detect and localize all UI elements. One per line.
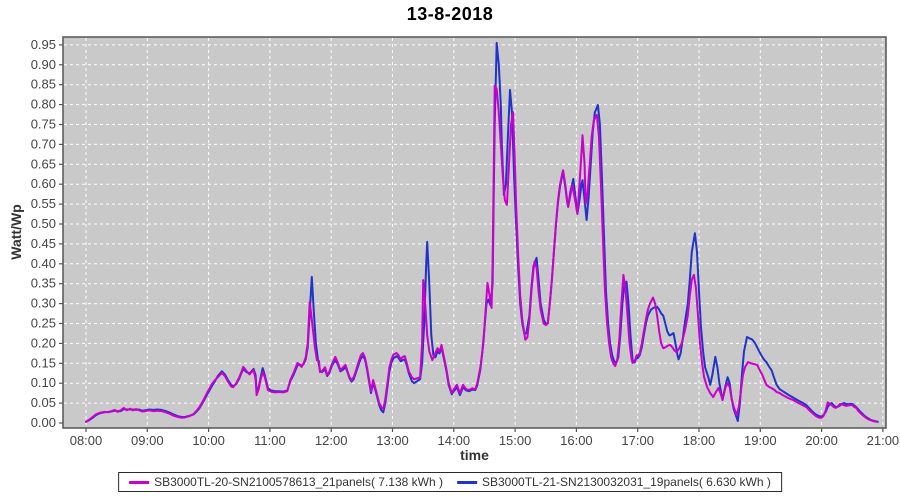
y-tick-label: 0.35 bbox=[31, 276, 56, 291]
y-tick-label: 0.50 bbox=[31, 216, 56, 231]
x-tick-label: 16:00 bbox=[560, 433, 593, 448]
y-tick-label: 0.95 bbox=[31, 37, 56, 52]
plot-background bbox=[62, 36, 887, 429]
x-tick-label: 10:00 bbox=[192, 433, 225, 448]
y-tick-label: 0.30 bbox=[31, 296, 56, 311]
x-tick-label: 08:00 bbox=[70, 433, 103, 448]
y-tick-label: 0.00 bbox=[31, 415, 56, 430]
x-tick-label: 12:00 bbox=[315, 433, 348, 448]
y-tick-label: 0.70 bbox=[31, 136, 56, 151]
y-tick-label: 0.10 bbox=[31, 375, 56, 390]
x-tick-label: 11:00 bbox=[254, 433, 286, 448]
y-tick-label: 0.15 bbox=[31, 355, 56, 370]
y-tick-label: 0.55 bbox=[31, 196, 56, 211]
y-tick-label: 0.85 bbox=[31, 77, 56, 92]
x-tick-label: 14:00 bbox=[438, 433, 471, 448]
x-tick-label: 20:00 bbox=[805, 433, 838, 448]
x-axis-title: time bbox=[460, 447, 489, 463]
series-line bbox=[85, 84, 878, 423]
y-tick-label: 0.75 bbox=[31, 117, 56, 132]
legend-line-swatch-blue bbox=[457, 480, 477, 484]
x-tick-label: 18:00 bbox=[683, 433, 716, 448]
y-tick-label: 0.05 bbox=[31, 395, 56, 410]
legend-item-series-20: SB3000TL-20-SN2100578613_21panels( 7.138… bbox=[129, 475, 443, 489]
y-tick-label: 0.90 bbox=[31, 57, 56, 72]
legend-line-swatch-magenta bbox=[129, 480, 150, 484]
y-tick-label: 0.20 bbox=[31, 335, 56, 350]
y-tick-label: 0.65 bbox=[31, 156, 56, 171]
legend-label: SB3000TL-20-SN2100578613_21panels( 7.138… bbox=[154, 475, 443, 489]
legend-label: SB3000TL-21-SN2130032031_19panels( 6.630… bbox=[482, 475, 771, 489]
x-tick-label: 21:00 bbox=[867, 433, 900, 448]
x-tick-label: 15:00 bbox=[499, 433, 532, 448]
y-tick-label: 0.80 bbox=[31, 97, 56, 112]
y-tick-label: 0.45 bbox=[31, 236, 56, 251]
x-tick-label: 17:00 bbox=[621, 433, 654, 448]
y-tick-label: 0.40 bbox=[31, 256, 56, 271]
legend: SB3000TL-20-SN2100578613_21panels( 7.138… bbox=[118, 472, 782, 492]
chart-title: 13-8-2018 bbox=[406, 4, 494, 24]
x-tick-label: 13:00 bbox=[376, 433, 409, 448]
y-tick-label: 0.25 bbox=[31, 316, 56, 331]
x-tick-label: 19:00 bbox=[744, 433, 777, 448]
x-tick-label: 09:00 bbox=[131, 433, 164, 448]
y-tick-label: 0.60 bbox=[31, 176, 56, 191]
legend-item-series-21: SB3000TL-21-SN2130032031_19panels( 6.630… bbox=[457, 475, 771, 489]
